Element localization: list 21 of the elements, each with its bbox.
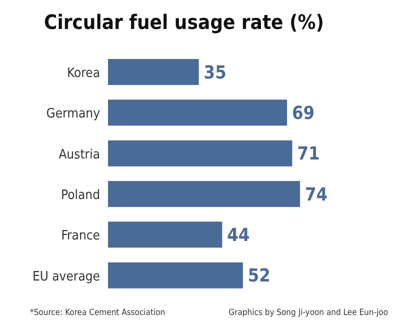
bar [108,59,199,85]
text: Graphics by Song Ji-yoon and Lee Eun-joo [228,308,388,318]
chart-title: Circular fuel usage rate (%) [44,10,324,34]
y-tick-label: Poland [61,188,100,203]
y-tick-label: Korea [66,66,100,81]
bar [108,100,288,126]
text: *Source: Korea Cement Association [30,308,166,318]
data-label: 35 [204,62,226,84]
data-label: 52 [248,266,270,287]
bar [108,222,222,248]
bar [108,262,243,288]
data-label: 44 [227,225,250,246]
y-tick-label: Germany [46,106,100,122]
y-tick-label: France [61,228,100,244]
y-tick-label: Austria [58,147,100,162]
data-label: 74 [305,184,328,206]
bar [108,181,300,207]
bar [108,140,292,166]
y-tick-label: EU average [32,269,100,284]
data-label: 69 [292,103,315,124]
data-label: 71 [297,144,320,165]
